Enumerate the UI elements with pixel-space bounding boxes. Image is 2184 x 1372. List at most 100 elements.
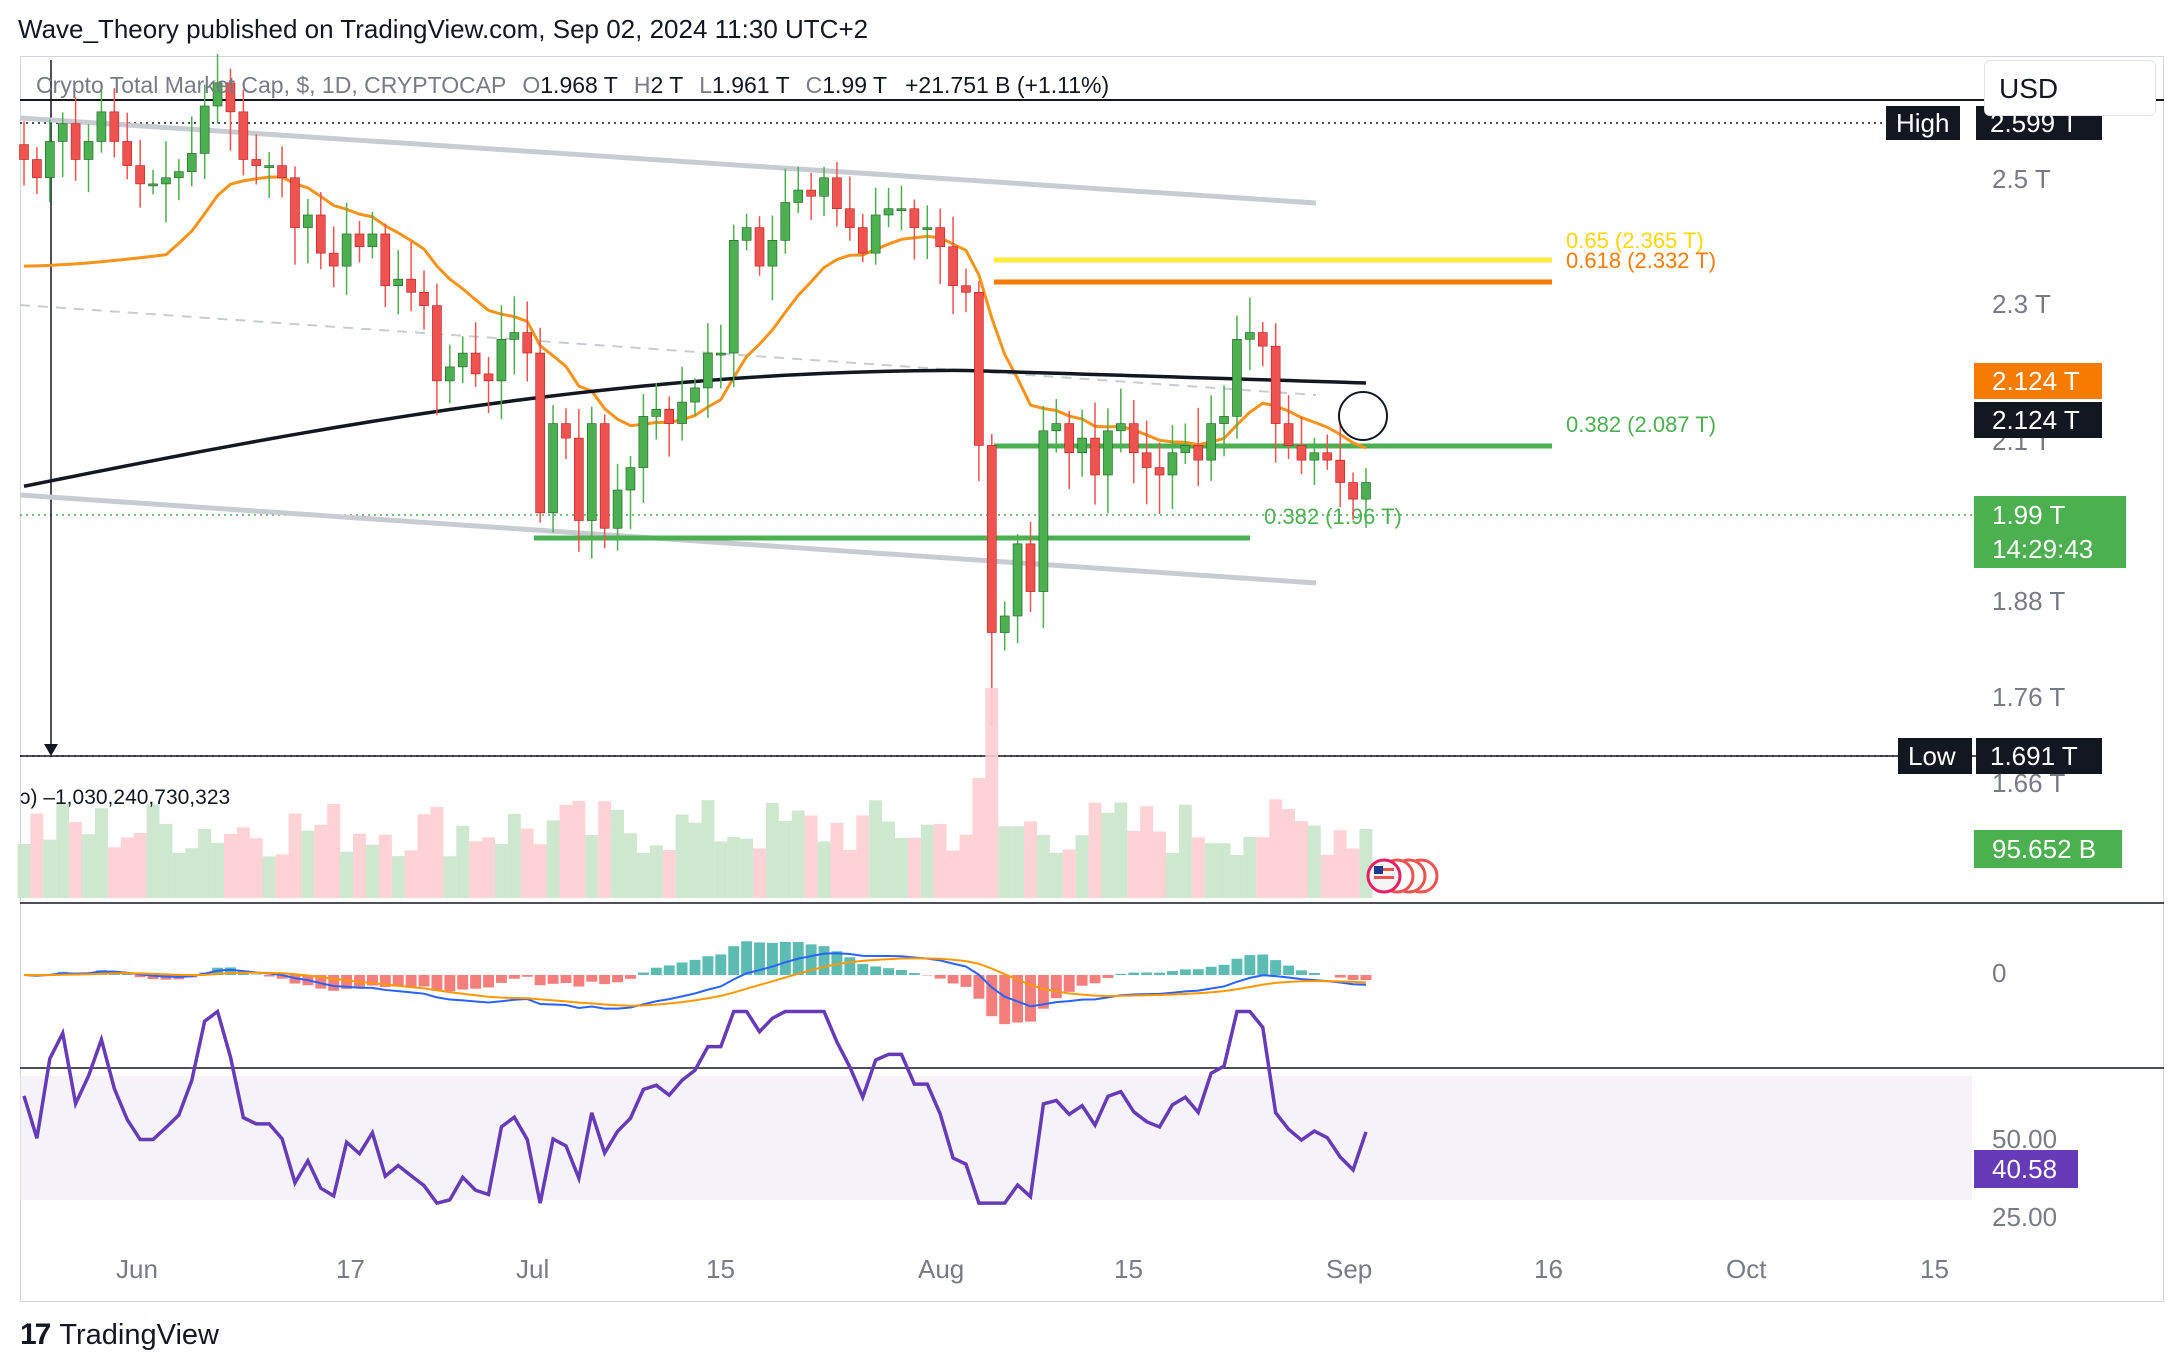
volume-bar — [146, 804, 160, 898]
cross-marker-circle[interactable] — [1338, 391, 1388, 441]
candle-body — [1206, 423, 1216, 461]
candle — [186, 116, 197, 187]
time-tick-15-oct: 15 — [1920, 1254, 1949, 1284]
candle-body — [664, 408, 674, 424]
volume-bar — [1101, 812, 1115, 898]
macd-histogram-bar — [818, 946, 830, 975]
volume-bar — [907, 837, 921, 898]
macd-zero-tick: 0 — [1992, 958, 2006, 988]
volume-bar — [946, 850, 960, 898]
volume-bar — [585, 835, 599, 898]
rsi-band — [20, 1076, 1972, 1200]
volume-bar — [82, 834, 95, 898]
macd-histogram-bar — [883, 968, 895, 975]
volume-bar — [1114, 802, 1128, 898]
candle-body — [857, 227, 868, 254]
macd-histogram-bar — [263, 975, 275, 977]
candle-body — [1296, 445, 1307, 461]
candle-body — [1103, 430, 1113, 476]
macd-histogram-bar — [379, 975, 391, 987]
candle — [32, 147, 42, 195]
macd-histogram-bar — [625, 975, 636, 979]
channel-mid-line[interactable] — [19, 304, 1317, 396]
macd-histogram-bar — [908, 973, 920, 975]
volume-bar — [1191, 837, 1205, 898]
candle — [948, 216, 958, 315]
candle-body — [1219, 416, 1229, 424]
chart-frame[interactable] — [20, 56, 2164, 1302]
macd-histogram-bar — [1076, 975, 1088, 986]
candles-group[interactable] — [19, 54, 1371, 726]
symbol-legend[interactable]: Crypto Total Market Cap, $, 1D, CRYPTOCA… — [36, 72, 1109, 99]
volume-bar — [753, 848, 766, 898]
candle — [870, 187, 881, 265]
candle-body — [896, 208, 907, 212]
candle-body — [1180, 445, 1191, 454]
macd-histogram-bar — [121, 974, 133, 975]
channel-upper-line[interactable] — [19, 115, 1317, 206]
candle-body — [1245, 332, 1255, 340]
candle — [1090, 402, 1100, 505]
macd-histogram-bar — [1115, 973, 1127, 975]
volume-bar — [417, 814, 431, 898]
volume-bar — [301, 830, 315, 898]
candle — [380, 223, 391, 308]
candle-body — [690, 387, 700, 403]
candle-body — [638, 416, 649, 468]
candle-body — [1322, 452, 1333, 461]
macd-histogram-bar — [573, 975, 585, 987]
candle-body — [767, 240, 778, 267]
macd-histogram-bar — [1102, 975, 1114, 979]
candle — [1322, 434, 1333, 470]
candle-body — [1167, 452, 1178, 476]
currency-selector[interactable]: USD — [1984, 60, 2156, 116]
candle — [432, 283, 442, 416]
rsi-path — [22, 1008, 1368, 1206]
candle — [109, 88, 120, 158]
candle — [19, 121, 29, 186]
candle-body — [225, 82, 236, 113]
macd-histogram-bar — [1063, 975, 1075, 992]
macd-histogram-bar — [508, 975, 520, 979]
macd-histogram-bar — [225, 967, 236, 975]
volume-bar — [649, 845, 663, 898]
candle — [328, 226, 339, 288]
candle-body — [483, 373, 494, 382]
us-flag-events-icon[interactable] — [1366, 858, 1439, 894]
candle-body — [45, 141, 55, 179]
candle — [677, 366, 687, 441]
candle-body — [1309, 452, 1320, 461]
macd-histogram-bar — [495, 975, 507, 983]
macd-histogram-bar — [1231, 958, 1243, 975]
open-value: 1.968 T — [540, 72, 618, 98]
macd-histogram-bar — [147, 975, 159, 980]
candle-body — [1283, 423, 1294, 446]
candle-body — [1025, 543, 1036, 592]
macd-histogram-bar — [1037, 975, 1049, 1009]
candle-body — [135, 165, 145, 185]
volume-bar — [843, 850, 857, 898]
candle — [922, 205, 933, 259]
candle — [45, 119, 55, 203]
countdown-tag: 14:29:43 — [1992, 534, 2093, 564]
candle — [961, 268, 971, 313]
volume-bar — [314, 824, 328, 898]
volume-bar — [675, 814, 689, 898]
macd-histogram-bar — [676, 962, 688, 975]
volume-bar — [972, 778, 986, 898]
macd-histogram-bar — [95, 970, 107, 975]
volume-bar — [404, 850, 418, 898]
candle — [832, 161, 842, 227]
candle-body — [999, 615, 1010, 633]
candle — [986, 434, 997, 726]
volume-bar — [391, 856, 405, 898]
candle — [599, 414, 610, 549]
volume-bar — [430, 806, 444, 898]
candle — [1064, 411, 1075, 490]
candle-body — [1116, 423, 1126, 432]
candle — [57, 112, 68, 178]
volume-bar — [636, 852, 650, 898]
candle-body — [1038, 430, 1049, 592]
candle — [1348, 472, 1358, 520]
